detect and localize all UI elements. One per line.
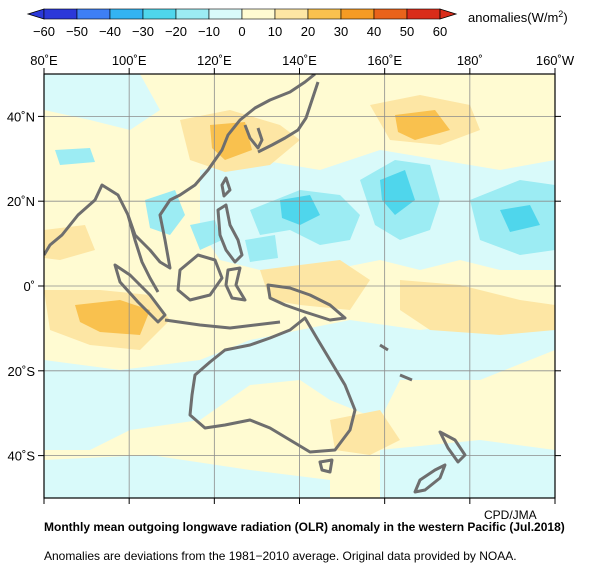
map-frame — [43, 73, 556, 499]
latitude-label: 20˚S — [8, 364, 36, 379]
credit-label: CPD/JMA — [484, 508, 537, 522]
negative-anomaly-area — [280, 195, 320, 225]
colorbar-tick-label: 40 — [367, 24, 381, 39]
negative-anomaly-area — [380, 440, 555, 498]
caption-title: Monthly mean outgoing longwave radiation… — [44, 520, 565, 534]
colorbar-arrow-right — [439, 8, 458, 20]
colorbar-tick-label: −50 — [66, 24, 88, 39]
longitude-label: 100˚E — [112, 53, 147, 68]
new-zealand-coastline — [438, 430, 467, 464]
negative-anomaly-area — [380, 170, 415, 215]
positive-anomaly-area — [44, 225, 95, 260]
colorbar-tick-label: 10 — [268, 24, 282, 39]
longitude-label: 80˚E — [30, 53, 58, 68]
positive-anomaly-area — [400, 280, 555, 335]
colorbar-segments — [26, 8, 458, 20]
colorbar-ticks: −60 −50 −40 −30 −20 −10 0 10 20 30 40 50 60 — [33, 24, 447, 39]
latitude-label: 20˚N — [7, 194, 35, 209]
sulawesi-coastline — [224, 266, 247, 302]
map-grid — [38, 68, 561, 504]
malay-peninsula-coastline — [126, 214, 160, 293]
colorbar-tick-label: −60 — [33, 24, 55, 39]
colorbar-units-label: anomalies(W/m2) — [468, 9, 568, 25]
positive-anomaly-area — [75, 300, 150, 335]
negative-anomaly-area — [245, 235, 278, 262]
colorbar-tick-label: −10 — [198, 24, 220, 39]
negative-anomaly-area — [55, 148, 95, 165]
new-guinea-coastline — [266, 283, 347, 322]
pacific-islands-coastline — [399, 373, 413, 382]
borneo-coastline — [176, 253, 224, 302]
tasmania-coastline — [318, 458, 334, 474]
positive-anomaly-area — [330, 410, 400, 455]
colorbar-tick-label: 50 — [400, 24, 414, 39]
korea-coastline — [243, 124, 264, 150]
coastlines — [44, 74, 467, 494]
olr-anomaly-map: 80˚E 100˚E 120˚E 140˚E 160˚E 180˚ 160˚W 40˚N 20… — [7, 53, 575, 504]
colorbar-tick-label: −40 — [99, 24, 121, 39]
latitude-label: 40˚N — [7, 109, 35, 124]
colorbar-tick-label: 60 — [433, 24, 447, 39]
asia-coastline — [44, 74, 316, 270]
positive-anomaly-area — [405, 115, 432, 132]
longitude-labels: 80˚E 100˚E 120˚E 140˚E 160˚E 180˚ 160˚W — [30, 53, 575, 68]
pacific-islands-coastline — [379, 343, 389, 352]
longitude-label: 160˚E — [367, 53, 402, 68]
philippines-coastline — [216, 203, 244, 264]
sumatra-coastline — [113, 263, 167, 324]
colorbar: −60 −50 −40 −30 −20 −10 0 10 20 30 40 50 60 anomalie… — [26, 8, 568, 39]
anomaly-shading — [44, 74, 555, 498]
negative-anomaly-area — [44, 455, 330, 498]
java-coastline — [164, 318, 281, 330]
longitude-label: 160˚W — [536, 53, 575, 68]
latitude-label: 40˚S — [8, 449, 36, 464]
negative-anomaly-area — [500, 205, 540, 232]
japan-coastline — [257, 81, 320, 154]
colorbar-tick-label: 30 — [334, 24, 348, 39]
taiwan-coastline — [220, 176, 232, 198]
colorbar-tick-label: 0 — [238, 24, 245, 39]
colorbar-tick-label: −20 — [165, 24, 187, 39]
positive-anomaly-area — [260, 260, 370, 310]
colorbar-tick-label: 20 — [301, 24, 315, 39]
latitude-label: 0˚ — [23, 279, 35, 294]
new-zealand-coastline — [413, 463, 447, 494]
latitude-labels: 40˚N 20˚N 0˚ 20˚S 40˚S — [7, 109, 36, 463]
longitude-label: 180˚ — [457, 53, 483, 68]
colorbar-tick-label: −30 — [132, 24, 154, 39]
longitude-label: 120˚E — [197, 53, 232, 68]
negative-anomaly-area — [44, 320, 555, 450]
australia-coastline — [188, 316, 357, 454]
longitude-label: 140˚E — [282, 53, 317, 68]
caption-note: Anomalies are deviations from the 1981−2… — [44, 549, 517, 563]
